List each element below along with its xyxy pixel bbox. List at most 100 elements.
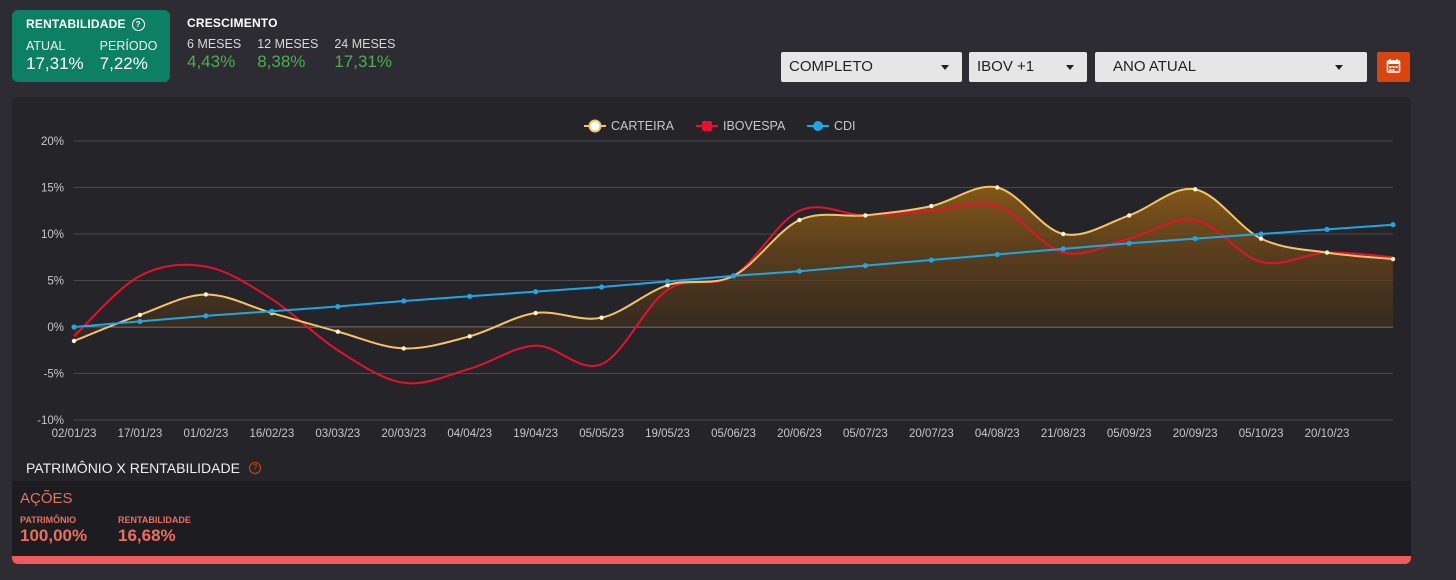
allocation-bar <box>12 556 1411 564</box>
data-point-carteira <box>1127 213 1132 218</box>
period-type-select[interactable]: COMPLETO <box>781 52 962 82</box>
legend-label: IBOVESPA <box>723 119 786 133</box>
crescimento-summary: CRESCIMENTO 6 MESES 4,43% 12 MESES 8,38%… <box>187 16 395 72</box>
data-point-cdi <box>1258 231 1264 237</box>
crescimento-6m-value: 4,43% <box>187 52 236 71</box>
crescimento-24m-label: 24 MESES <box>334 37 396 51</box>
data-point-carteira <box>1258 236 1264 241</box>
data-point-cdi <box>137 318 143 325</box>
performance-chart: 20% 15% 10% 5% 0% -5% -10%02/01/23 17/01/23 01/0… <box>37 119 1396 440</box>
x-tick-label: 20/06/23 <box>777 428 822 440</box>
y-tick-label: 10% <box>41 229 64 241</box>
patrimonio-title: PATRIMÔNIO X RENTABILIDADE <box>26 460 240 476</box>
y-tick-label: -5% <box>44 369 64 381</box>
data-point-carteira <box>401 346 406 351</box>
rentabilidade-header: RENTABILIDADE ? <box>26 17 156 31</box>
x-tick-label: 04/08/23 <box>975 428 1020 440</box>
data-point-carteira <box>203 292 209 297</box>
x-tick-label: 19/05/23 <box>645 428 690 440</box>
x-tick-label: 19/04/23 <box>513 428 558 440</box>
data-point-carteira <box>665 282 670 288</box>
x-tick-label: 17/01/23 <box>118 428 163 440</box>
atual-value: 17,31% <box>26 54 84 73</box>
crescimento-title: CRESCIMENTO <box>187 16 278 30</box>
data-point-cdi <box>71 324 77 330</box>
data-point-cdi <box>1324 226 1330 232</box>
rentabilidade-periodo: PERÍODO 7,22% <box>100 39 158 74</box>
y-tick-label: 20% <box>41 136 64 148</box>
calendar-button[interactable] <box>1377 52 1410 82</box>
data-point-cdi <box>1390 222 1396 228</box>
x-tick-label: 21/08/23 <box>1041 428 1086 440</box>
x-tick-label: 05/07/23 <box>843 428 888 440</box>
x-tick-label: 02/01/23 <box>52 428 97 440</box>
data-point-cdi <box>994 251 1000 258</box>
carteira-area <box>74 186 1393 349</box>
question-circle-icon[interactable]: ? <box>248 462 261 474</box>
legend-label: CDI <box>834 119 856 133</box>
benchmark-select[interactable]: IBOV +1 <box>969 52 1087 82</box>
question-circle-icon[interactable]: ? <box>131 17 145 31</box>
rentabilidade-card: RENTABILIDADE ? ATUAL 17,31% PERÍODO 7,2… <box>12 10 170 82</box>
benchmark-value: IBOV +1 <box>977 58 1035 75</box>
crescimento-24m: 24 MESES 17,31% <box>334 37 395 72</box>
data-point-carteira <box>995 185 1000 190</box>
data-point-cdi <box>599 284 605 290</box>
data-point-carteira <box>1390 256 1396 262</box>
data-point-carteira <box>137 312 143 318</box>
data-point-carteira <box>863 213 868 218</box>
crescimento-12m-value: 8,38% <box>257 52 306 71</box>
crescimento-24m-value: 17,31% <box>334 52 392 71</box>
data-point-carteira <box>1324 250 1330 255</box>
data-point-cdi <box>928 257 934 263</box>
range-select[interactable]: ANO ATUAL <box>1095 52 1367 82</box>
rentabilidade-title: RENTABILIDADE <box>26 17 126 31</box>
series-line-carteira <box>73 185 1394 350</box>
y-tick-label: 5% <box>47 276 64 288</box>
data-point-cdi <box>533 289 539 295</box>
crescimento-6m-label: 6 MESES <box>187 37 242 51</box>
patrimonio-label: PATRIMÔNIO <box>20 515 77 525</box>
data-point-cdi <box>862 263 869 269</box>
x-tick-label: 05/10/23 <box>1239 428 1284 440</box>
x-tick-label: 20/10/23 <box>1305 428 1350 440</box>
x-tick-label: 20/07/23 <box>909 428 954 440</box>
x-tick-label: 20/03/23 <box>381 428 426 440</box>
acoes-title: AÇÕES <box>20 490 73 507</box>
data-point-cdi <box>269 308 275 314</box>
calendar-icon <box>1386 59 1401 73</box>
patrimonio-value: 100,00% <box>20 526 88 545</box>
rentabilidade-value: 16,68% <box>118 526 176 545</box>
data-point-carteira <box>599 315 604 320</box>
y-tick-label: 0% <box>47 322 64 334</box>
y-tick-label: 15% <box>41 183 64 195</box>
crescimento-12m-label: 12 MESES <box>257 37 319 51</box>
x-tick-label: 01/02/23 <box>184 428 229 440</box>
data-point-carteira <box>71 338 77 344</box>
data-point-cdi <box>1192 236 1198 242</box>
crescimento-12m: 12 MESES 8,38% <box>257 37 318 72</box>
x-tick-label: 03/03/23 <box>315 428 360 440</box>
legend-label: CARTEIRA <box>611 119 675 133</box>
chevron-down-icon <box>941 65 949 70</box>
x-tick-label: 05/06/23 <box>711 428 756 440</box>
data-point-cdi <box>467 293 473 299</box>
legend-marker <box>702 121 712 131</box>
rentabilidade-label: RENTABILIDADE <box>118 515 191 525</box>
data-point-cdi <box>401 298 407 304</box>
data-point-carteira <box>1192 187 1198 192</box>
legend-marker <box>813 121 823 131</box>
acoes-allocation: AÇÕES PATRIMÔNIO 100,00% RENTABILIDADE 1… <box>12 481 1411 564</box>
legend-marker <box>588 119 602 133</box>
data-point-cdi <box>796 268 803 274</box>
periodo-label: PERÍODO <box>99 39 158 53</box>
data-point-carteira <box>467 334 472 339</box>
data-point-cdi <box>1126 240 1132 246</box>
period-type-value: COMPLETO <box>789 58 873 75</box>
x-tick-label: 20/09/23 <box>1173 428 1218 440</box>
chevron-down-icon <box>1335 65 1343 70</box>
data-point-carteira <box>929 203 934 209</box>
data-point-cdi <box>1060 246 1066 252</box>
patrimonio-header: PATRIMÔNIO X RENTABILIDADE ? <box>26 460 261 476</box>
rentabilidade-atual: ATUAL 17,31% <box>26 39 84 74</box>
